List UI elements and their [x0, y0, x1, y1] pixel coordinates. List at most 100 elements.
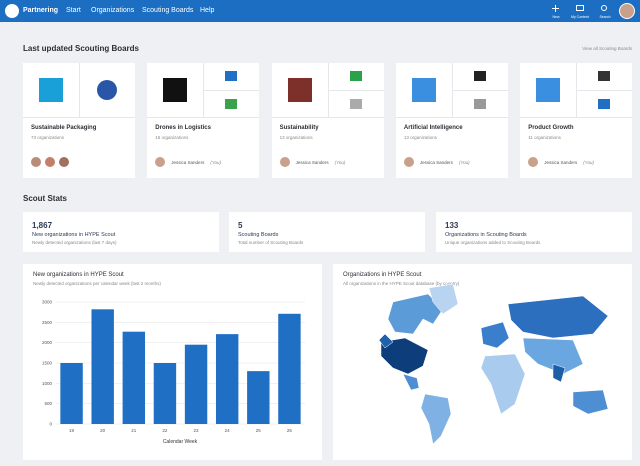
y-tick-label: 1500	[42, 361, 53, 366]
stat-card: 1,867 New organizations in HYPE Scout Newl…	[23, 212, 219, 252]
map-subtitle: All organizations in the HYPE Scout data…	[343, 281, 460, 286]
nav-action[interactable]: New	[552, 15, 560, 19]
stat-note: Total number of Scouting Boards	[238, 240, 304, 245]
logo	[598, 99, 611, 109]
new-icon[interactable]	[552, 5, 559, 12]
y-tick-label: 500	[44, 401, 52, 406]
owner-note: (You)	[210, 160, 222, 165]
nav-action[interactable]: My Content	[571, 15, 589, 19]
nav-link[interactable]: Scouting Boards	[142, 7, 194, 14]
map-title: Organizations in HYPE Scout	[343, 272, 422, 278]
logo-divider	[147, 117, 260, 118]
stat-label: New organizations in HYPE Scout	[32, 232, 116, 238]
logo-divider	[327, 90, 384, 91]
stat-value: 5	[238, 221, 243, 230]
logo	[225, 71, 238, 81]
board-card[interactable]: Artificial Intelligence 13 organizations J…	[395, 63, 508, 178]
board-count: 73 organizations	[31, 135, 65, 140]
board-card[interactable]: Sustainability 13 organizations Jessica Sa…	[271, 63, 384, 178]
logo	[598, 71, 611, 81]
logo	[163, 78, 188, 102]
logo-divider	[520, 117, 633, 118]
section-title: Scout Stats	[23, 194, 68, 203]
stat-note: Newly detected organizations (last 7 day…	[32, 240, 117, 245]
stat-label: Scouting Boards	[238, 232, 279, 238]
owner-note: (You)	[334, 160, 346, 165]
nav-link[interactable]: Start	[66, 7, 81, 14]
logo-divider	[271, 117, 384, 118]
owner-name: Jessica Sanders	[295, 160, 329, 165]
bar	[60, 363, 83, 424]
nav-bar: Partnering Start Organizations Scouting …	[0, 0, 640, 22]
logo-divider	[23, 117, 135, 118]
logo-divider	[576, 90, 633, 91]
board-title: Drones in Logistics	[155, 125, 211, 131]
board-count: 11 organizations	[528, 135, 561, 140]
stat-label: Organizations in Scouting Boards	[445, 232, 527, 238]
bar	[122, 331, 146, 424]
y-tick-label: 0	[49, 422, 52, 427]
owner-name: Jessica Sanders	[171, 160, 205, 165]
y-tick-label: 2500	[42, 320, 53, 325]
owner-note: (You)	[458, 160, 470, 165]
board-title: Sustainability	[279, 125, 319, 131]
board-count: 13 organizations	[279, 135, 313, 140]
board-count: 13 organizations	[403, 135, 437, 140]
bar	[247, 371, 270, 424]
bar	[153, 363, 177, 424]
board-card[interactable]: Drones in Logistics 16 organizations Jessi…	[147, 63, 260, 178]
logo	[225, 99, 238, 109]
x-tick-label: 22	[162, 428, 168, 433]
content-icon[interactable]	[576, 5, 584, 11]
chart-card: New organizations in HYPE Scout Newly de…	[23, 264, 322, 460]
bar	[215, 334, 239, 424]
stat-note: Unique organizations added to Scouting B…	[445, 240, 541, 245]
owner-avatar	[279, 157, 290, 167]
y-tick-label: 2000	[42, 340, 53, 345]
view-all-link[interactable]: View all Scouting Boards	[582, 46, 632, 51]
search-icon[interactable]	[601, 5, 607, 11]
board-count: 16 organizations	[155, 135, 189, 140]
user-avatar[interactable]	[619, 3, 635, 19]
logo-divider	[451, 90, 508, 91]
owner-avatar	[528, 157, 539, 167]
x-axis-label: Calendar Week	[163, 439, 198, 445]
logo-divider	[395, 117, 508, 118]
map-card: Organizations in HYPE Scout All organiza…	[333, 264, 632, 460]
nav-link[interactable]: Organizations	[91, 7, 135, 14]
owner-name: Jessica Sanders	[419, 160, 453, 165]
board-card[interactable]: Product Growth 11 organizations Jessica Sa…	[520, 63, 633, 178]
stat-card: 133 Organizations in Scouting Boards Uniqu…	[436, 212, 632, 252]
owner-avatar	[155, 157, 166, 167]
logo	[536, 78, 561, 102]
logo[interactable]	[5, 4, 19, 18]
x-tick-label: 24	[225, 428, 231, 433]
brand[interactable]: Partnering	[23, 7, 59, 14]
chart-subtitle: Newly detected organizations per calenda…	[33, 281, 161, 286]
logo-divider	[203, 90, 260, 91]
section-title: Last updated Scouting Boards	[23, 44, 140, 53]
nav-action[interactable]: Search	[599, 15, 611, 19]
bar	[278, 313, 301, 424]
x-tick-label: 21	[131, 428, 137, 433]
logo	[287, 78, 312, 102]
logo	[349, 99, 362, 109]
logo	[97, 80, 117, 100]
board-title: Product Growth	[528, 125, 574, 131]
chart: New organizations in HYPE Scout Newly de…	[33, 272, 305, 445]
bar	[91, 309, 114, 424]
logo	[411, 78, 436, 102]
y-tick-label: 3000	[42, 300, 53, 305]
stat-value: 133	[445, 221, 459, 230]
x-tick-label: 26	[287, 428, 293, 433]
nav-link[interactable]: Help	[200, 7, 215, 14]
logo-divider	[79, 63, 80, 117]
board-title: Sustainable Packaging	[31, 125, 97, 131]
x-tick-label: 19	[69, 428, 75, 433]
map-shapes	[378, 283, 609, 445]
x-tick-label: 25	[256, 428, 262, 433]
owner-name: Jessica Sanders	[544, 160, 578, 165]
member-avatar	[45, 157, 55, 167]
board-card[interactable]: Sustainable Packaging 73 organizations	[23, 63, 135, 178]
owner-avatar	[403, 157, 414, 167]
